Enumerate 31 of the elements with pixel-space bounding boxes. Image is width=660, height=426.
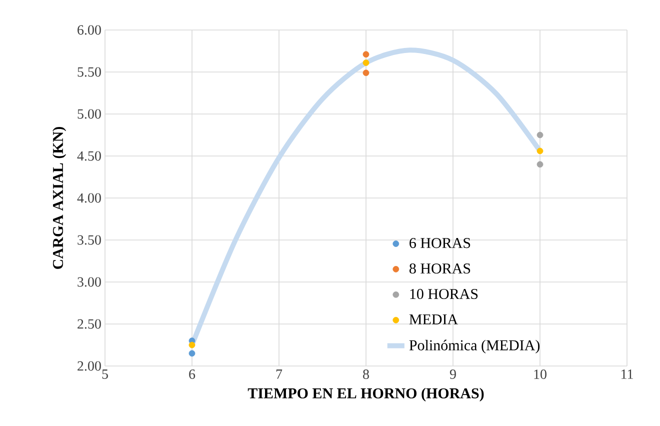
y-tick-label: 2.00 (78, 361, 101, 371)
legend-label: 6 HORAS (410, 238, 470, 248)
x-tick-label: 8 (363, 370, 369, 379)
point (536, 161, 544, 168)
point (536, 148, 544, 154)
y-tick-label: 3.00 (78, 277, 101, 287)
y-tick-label: 4.50 (77, 151, 101, 161)
y-tick-label: 2.50 (78, 319, 101, 329)
x-tick-label: 10 (534, 370, 546, 379)
point (188, 342, 196, 348)
point (536, 132, 544, 138)
y-tick-label: 5.50 (78, 67, 101, 77)
x-tick-label: 6 (189, 370, 196, 379)
x-tick-label: 7 (276, 370, 282, 379)
x-tick-label: 11 (621, 370, 633, 379)
y-tick-label: 6.00 (78, 25, 101, 35)
x-tick-label: 9 (450, 370, 456, 379)
legend-label: 10 HORAS (410, 288, 478, 300)
point (362, 70, 370, 76)
point (362, 51, 370, 58)
y-tick-label: 5.00 (78, 109, 101, 119)
legend-label: 8 HORAS (410, 263, 470, 274)
legend-label: Polinómica (MEDIA) (409, 340, 540, 354)
point (188, 350, 196, 357)
y-tick-label: 4.00 (77, 193, 101, 203)
x-axis-title: TIEMPO EN EL HORNO (HORAS) (248, 388, 484, 402)
y-tick-label: 3.50 (78, 235, 101, 245)
point (362, 60, 370, 66)
y-axis-title: CARGA AXIAL (KN) (52, 127, 66, 269)
x-tick-label: 5 (102, 370, 108, 379)
legend-label: MEDIA (409, 314, 458, 324)
